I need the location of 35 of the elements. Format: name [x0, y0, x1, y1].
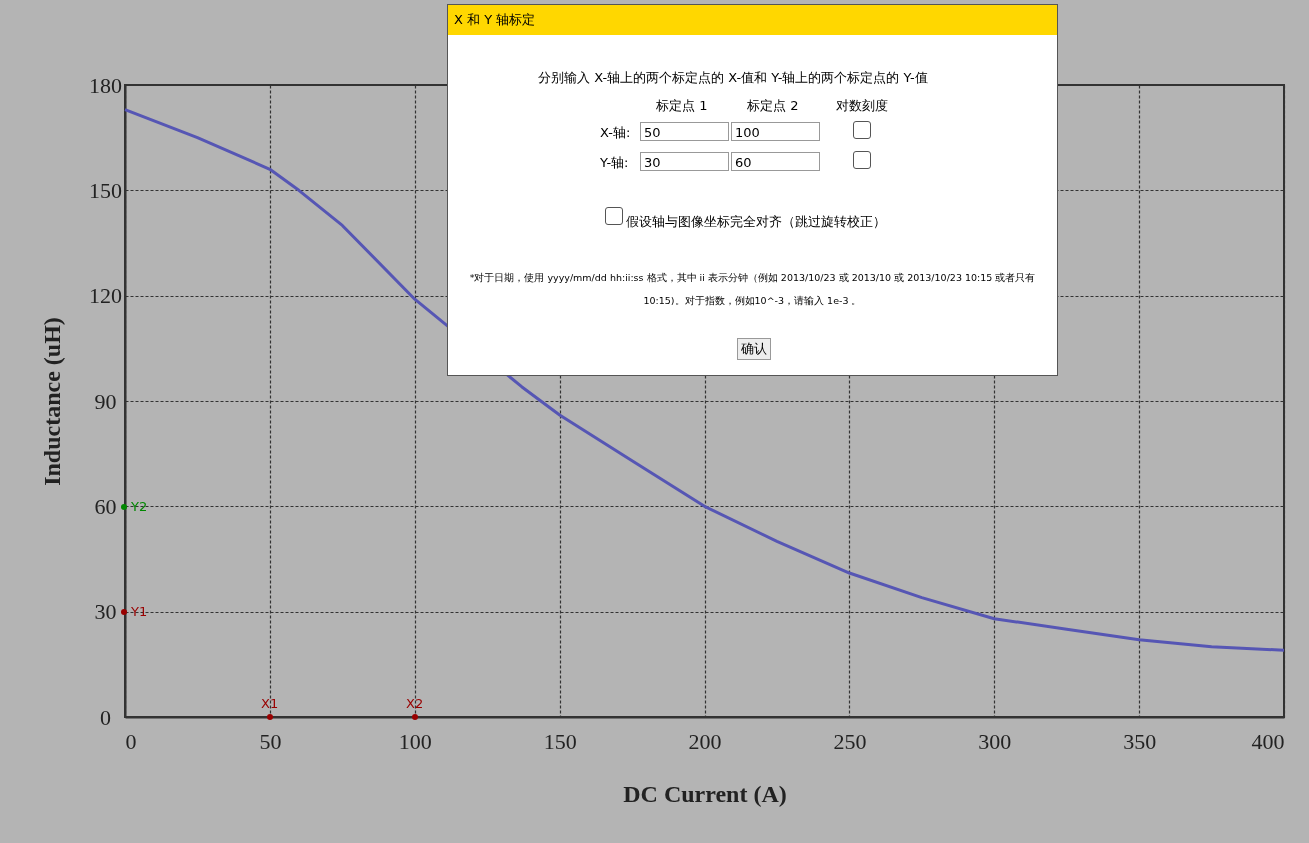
annotation: 30	[640, 152, 729, 171]
y-axis-title: Inductance (uH)	[39, 317, 65, 486]
annotation: 确认	[737, 338, 771, 360]
x-tick-label: 200	[688, 728, 722, 754]
y-tick-label: 90	[94, 388, 117, 414]
annotation: 假设轴与图像坐标完全对齐（跳过旋转校正）	[626, 213, 886, 231]
y-tick-label: 120	[89, 283, 122, 309]
y-tick-label: 0	[100, 704, 111, 730]
annotation: Y-轴:	[600, 154, 629, 172]
x-tick-label: 400	[1251, 728, 1285, 754]
x-axis-title: DC Current (A)	[623, 780, 787, 807]
text: X 和 Y 轴标定	[448, 5, 1057, 35]
x-tick-label: 50	[259, 728, 282, 754]
annotation: X2	[406, 696, 424, 711]
x-tick-label: 100	[398, 728, 432, 754]
annotation: X-轴:	[600, 124, 631, 142]
annotation: 100	[731, 122, 820, 141]
annotation: 对数刻度	[836, 97, 888, 115]
y-tick-label: 150	[89, 177, 122, 203]
text: *对于日期，使用 yyyy/mm/dd hh:ii:ss 格式，其中 ii 表示分钟（例如 2013/10/23 或 2013/10 或 2013/10/23 10:15 或者只有 10:15)。对于指数，例如10^-3，请输入 1e-3 。	[469, 272, 1036, 306]
x-tick-label: 350	[1123, 728, 1157, 754]
x-tick-label: 300	[978, 728, 1012, 754]
y-tick-label: 180	[89, 72, 122, 98]
annotation: 50	[640, 122, 729, 141]
annotation: Y2	[131, 499, 148, 514]
annotation: 60	[731, 152, 820, 171]
text: 分别输入 X-轴上的两个标定点的 X-值和 Y-轴上的两个标定点的 Y-值	[538, 69, 928, 87]
y-tick-label: 60	[94, 493, 117, 519]
annotation: X1	[261, 696, 279, 711]
annotation: 标定点 1	[656, 97, 708, 115]
y-tick-label: 30	[94, 599, 117, 625]
x-tick-label: 150	[543, 728, 577, 754]
annotation: Y1	[131, 604, 148, 619]
annotation: 标定点 2	[747, 97, 799, 115]
x-tick-label: 250	[833, 728, 867, 754]
